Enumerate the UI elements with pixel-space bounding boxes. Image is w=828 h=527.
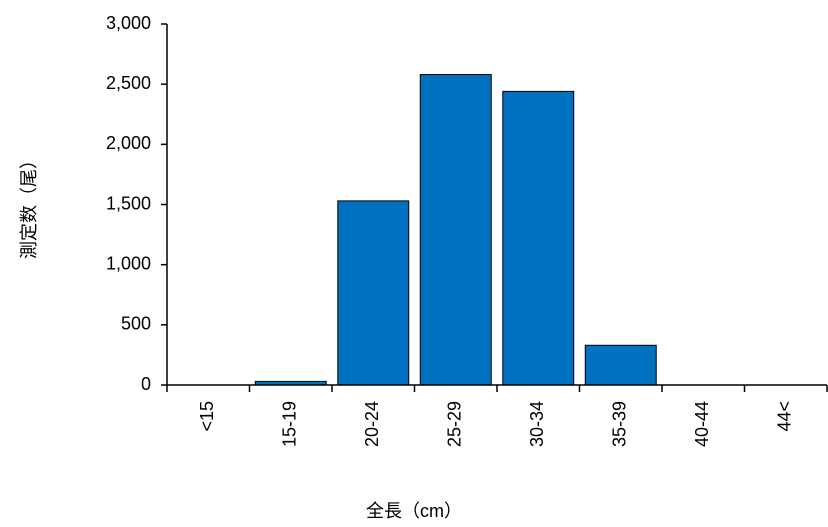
- y-tick-label: 0: [141, 374, 151, 394]
- x-tick-label: 44<: [775, 401, 795, 432]
- y-tick-label: 1,500: [106, 193, 151, 213]
- x-tick-label: 40-44: [692, 401, 712, 447]
- y-tick-label: 2,000: [106, 133, 151, 153]
- y-tick-label: 2,500: [106, 73, 151, 93]
- x-tick-label: 25-29: [445, 401, 465, 447]
- bar: [337, 200, 410, 386]
- y-tick-label: 500: [121, 314, 151, 334]
- y-axis-title: 測定数（尾）: [19, 151, 39, 259]
- y-tick-label: 1,000: [106, 253, 151, 273]
- x-tick-label: 20-24: [362, 401, 382, 447]
- y-tick-label: 3,000: [106, 13, 151, 33]
- bar: [584, 344, 657, 386]
- bar: [502, 90, 575, 386]
- x-tick-label: <15: [197, 401, 217, 432]
- x-axis-title: 全長（cm）: [366, 501, 462, 521]
- bar: [419, 74, 492, 386]
- x-tick-label: 15-19: [280, 401, 300, 447]
- x-tick-label: 30-34: [527, 401, 547, 447]
- x-tick-label: 35-39: [610, 401, 630, 447]
